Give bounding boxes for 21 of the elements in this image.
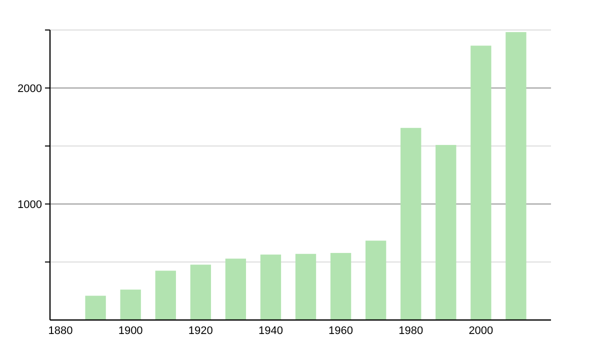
bar: [190, 264, 211, 320]
bar: [295, 254, 316, 320]
x-tick-label: 1980: [398, 325, 424, 337]
x-tick-label: 1880: [48, 325, 73, 337]
x-tick-label: 1900: [118, 325, 143, 337]
y-tick-label: 1000: [18, 198, 42, 211]
bar: [365, 240, 386, 320]
x-tick-label: 1940: [258, 325, 283, 337]
bar: [400, 128, 422, 320]
bar: [470, 46, 492, 320]
x-tick-label: 1960: [328, 325, 354, 337]
bar: [260, 254, 282, 320]
bar: [436, 144, 456, 320]
x-tick-label: 2000: [468, 325, 494, 337]
x-tick-label: 1920: [188, 325, 213, 337]
bar: [120, 290, 141, 320]
bar: [330, 252, 352, 320]
bar: [225, 258, 246, 320]
bar: [85, 296, 106, 320]
bar: [506, 32, 526, 320]
bar: [155, 270, 176, 320]
